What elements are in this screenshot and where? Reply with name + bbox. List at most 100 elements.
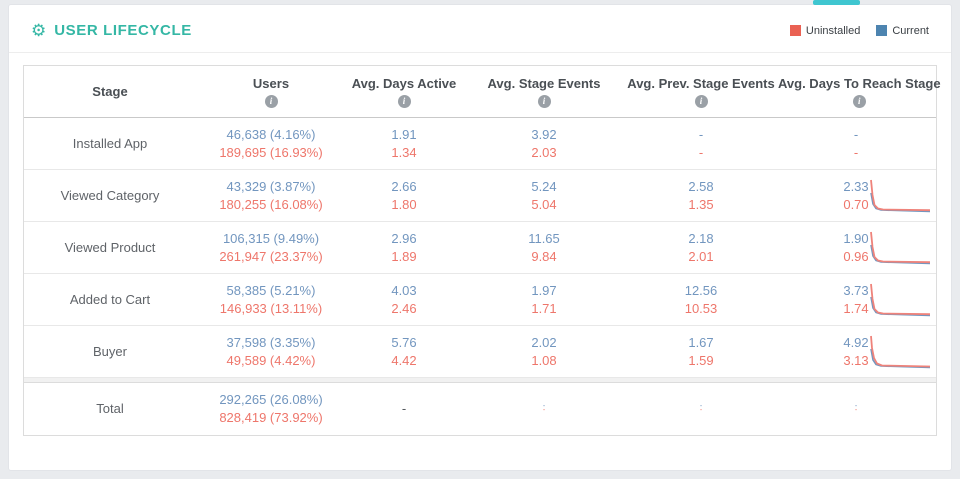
- current-value: 4.03: [391, 282, 417, 298]
- uninstalled-value: -: [542, 407, 546, 414]
- lifecycle-table: Stage Users i Avg. Days Active i Avg. St…: [23, 65, 941, 436]
- days-active-cell: -: [346, 383, 462, 435]
- prev-stage-events-cell: 2.18 2.01: [626, 222, 776, 273]
- info-icon[interactable]: i: [397, 94, 411, 108]
- stage-cell: Added to Cart: [24, 274, 196, 325]
- uninstalled-value: 2.01: [688, 248, 714, 264]
- uninstalled-value: 1.59: [688, 352, 714, 368]
- stage-cell: Buyer: [24, 326, 196, 377]
- stage-events-cell: 3.92 2.03: [462, 118, 626, 169]
- current-value: 46,638 (4.16%): [226, 126, 316, 142]
- trend-sparkline: [870, 335, 931, 368]
- uninstalled-value: 2.03: [531, 144, 557, 160]
- days-to-reach-cell: - -: [776, 118, 936, 169]
- current-value: 58,385 (5.21%): [226, 282, 316, 298]
- stage-cell: Total: [24, 383, 196, 435]
- users-cell: 43,329 (3.87%) 180,255 (16.08%): [196, 170, 346, 221]
- uninstalled-value: 0.96: [843, 248, 869, 264]
- current-value: 1.90: [843, 230, 869, 246]
- current-value: 12.56: [684, 282, 718, 298]
- trend-sparkline: [870, 283, 931, 316]
- current-value: -: [699, 403, 703, 410]
- col-label: Users: [252, 75, 290, 91]
- stage-cell: Viewed Category: [24, 170, 196, 221]
- col-label: Avg. Stage Events: [487, 75, 601, 91]
- col-header-prev-stage-events: Avg. Prev. Stage Events i: [626, 66, 776, 117]
- days-active-cell: 2.96 1.89: [346, 222, 462, 273]
- uninstalled-value: 0.70: [843, 196, 869, 212]
- users-cell: 106,315 (9.49%) 261,947 (23.37%): [196, 222, 346, 273]
- legend-item-uninstalled[interactable]: Uninstalled: [789, 24, 861, 37]
- stage-label: Installed App: [72, 135, 148, 151]
- uninstalled-value: 1.34: [391, 144, 417, 160]
- uninstalled-value: 2.46: [391, 300, 417, 316]
- current-value: -: [854, 403, 858, 410]
- users-cell: 58,385 (5.21%) 146,933 (13.11%): [196, 274, 346, 325]
- current-label: Current: [892, 24, 929, 37]
- col-header-stage-events: Avg. Stage Events i: [462, 66, 626, 117]
- current-value: 2.66: [391, 178, 417, 194]
- stage-events-cell: 5.24 5.04: [462, 170, 626, 221]
- col-header-stage: Stage: [24, 66, 196, 117]
- current-value: 2.58: [688, 178, 714, 194]
- table-header-row: Stage Users i Avg. Days Active i Avg. St…: [24, 66, 941, 118]
- days-to-reach-cell: 1.90 0.96: [776, 222, 936, 273]
- info-icon[interactable]: i: [852, 94, 866, 108]
- top-accent-bar: [813, 0, 860, 5]
- uninstalled-value: 1.71: [531, 300, 557, 316]
- table-row-added-to-cart: Added to Cart 58,385 (5.21%) 146,933 (13…: [24, 274, 936, 326]
- col-header-users: Users i: [196, 66, 346, 117]
- trend-sparkline: [870, 231, 931, 264]
- days-to-reach-cell: 4.92 3.13: [776, 326, 936, 377]
- trend-sparkline: [870, 179, 931, 212]
- users-cell: 37,598 (3.35%) 49,589 (4.42%): [196, 326, 346, 377]
- stage-label: Viewed Product: [64, 239, 156, 255]
- table-row-total: Total 292,265 (26.08%) 828,419 (73.92%) …: [24, 383, 936, 435]
- info-icon[interactable]: i: [694, 94, 708, 108]
- stage-events-cell: 1.97 1.71: [462, 274, 626, 325]
- days-to-reach-cell: 3.73 1.74: [776, 274, 936, 325]
- title-wrap: ⚙ USER LIFECYCLE: [31, 22, 192, 39]
- uninstalled-value: 3.13: [843, 352, 869, 368]
- prev-stage-events-cell: - -: [626, 383, 776, 435]
- current-value: 5.24: [531, 178, 557, 194]
- uninstalled-value: 1.80: [391, 196, 417, 212]
- stage-label: Added to Cart: [69, 291, 151, 307]
- current-value: 1.91: [391, 126, 417, 142]
- gear-icon[interactable]: ⚙: [31, 21, 47, 40]
- stage-events-cell: - -: [462, 383, 626, 435]
- uninstalled-swatch: [789, 25, 801, 36]
- uninstalled-value: 5.04: [531, 196, 557, 212]
- table-row-installed-app: Installed App 46,638 (4.16%) 189,695 (16…: [24, 118, 936, 170]
- col-header-days-to-reach: Avg. Days To Reach Stage i: [776, 66, 943, 117]
- uninstalled-value: -: [854, 407, 858, 414]
- uninstalled-value: 9.84: [531, 248, 557, 264]
- users-cell: 292,265 (26.08%) 828,419 (73.92%): [196, 383, 346, 435]
- current-value: 292,265 (26.08%): [219, 392, 323, 407]
- user-lifecycle-widget: ⚙ USER LIFECYCLE Uninstalled Current Sta…: [8, 4, 952, 471]
- current-value: 2.18: [688, 230, 714, 246]
- current-value: 37,598 (3.35%): [226, 334, 316, 350]
- info-icon[interactable]: i: [537, 94, 551, 108]
- info-icon[interactable]: i: [264, 94, 278, 108]
- current-value: 3.73: [843, 282, 869, 298]
- current-value: 106,315 (9.49%): [222, 230, 320, 246]
- col-label: Avg. Days To Reach Stage: [778, 75, 941, 91]
- current-value: 1.97: [531, 282, 557, 298]
- uninstalled-value: 180,255 (16.08%): [219, 196, 323, 212]
- prev-stage-events-cell: 1.67 1.59: [626, 326, 776, 377]
- stage-cell: Viewed Product: [24, 222, 196, 273]
- current-value: 3.92: [531, 126, 557, 142]
- stage-events-cell: 2.02 1.08: [462, 326, 626, 377]
- uninstalled-label: Uninstalled: [805, 24, 861, 37]
- days-active-cell: 1.91 1.34: [346, 118, 462, 169]
- prev-stage-events-cell: 2.58 1.35: [626, 170, 776, 221]
- current-value: 4.92: [843, 334, 869, 350]
- uninstalled-value: 1.35: [688, 196, 714, 212]
- page-title: USER LIFECYCLE: [54, 22, 192, 39]
- current-value: 2.96: [391, 230, 417, 246]
- total-separator: [24, 378, 936, 383]
- days-active-cell: 2.66 1.80: [346, 170, 462, 221]
- legend-item-current[interactable]: Current: [876, 25, 929, 37]
- uninstalled-value: 1.74: [843, 300, 869, 316]
